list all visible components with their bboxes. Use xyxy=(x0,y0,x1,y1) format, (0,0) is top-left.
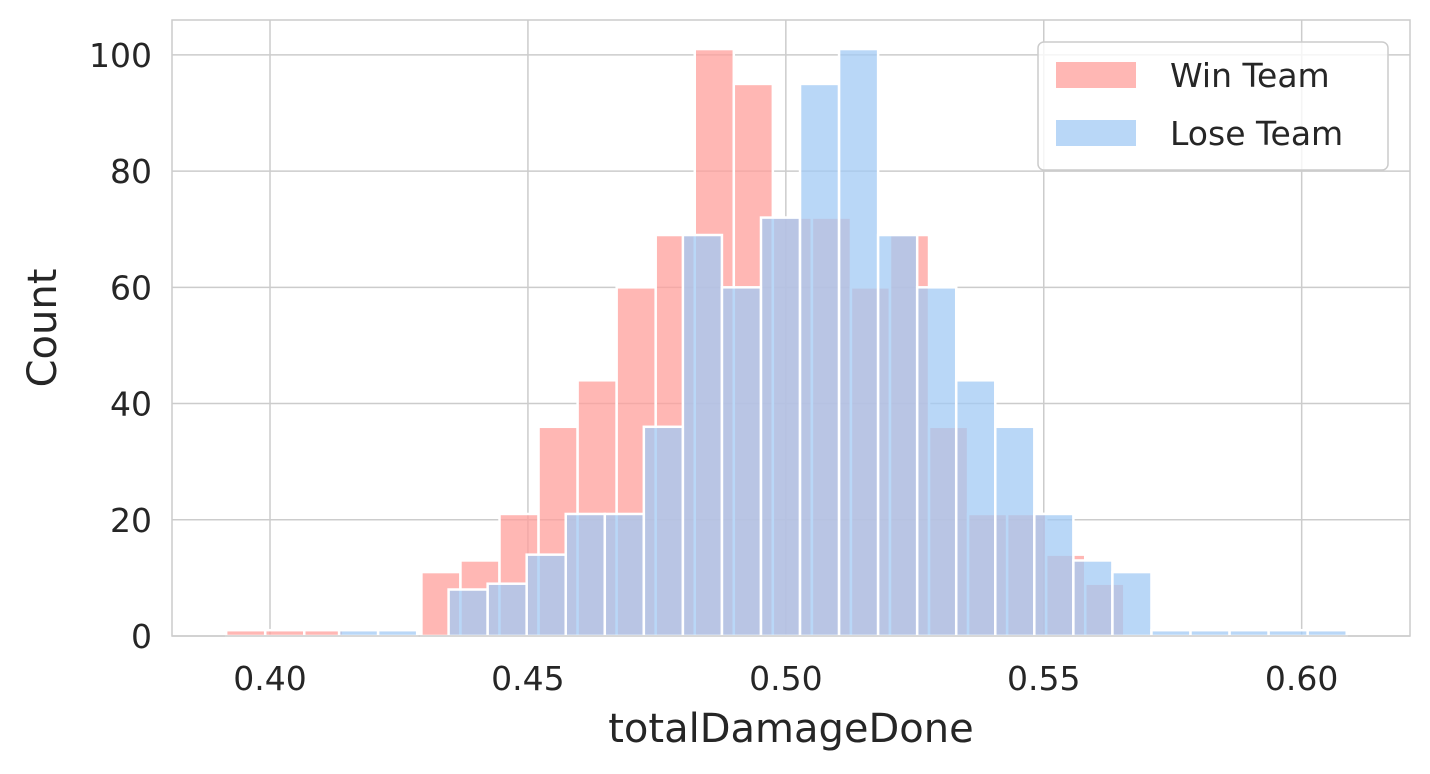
x-tick-label: 0.60 xyxy=(1265,659,1338,698)
legend-swatch-win xyxy=(1056,62,1136,88)
y-tick-label: 80 xyxy=(110,152,152,191)
lose-team-bar xyxy=(915,286,958,638)
legend: Win Team Lose Team xyxy=(1037,41,1389,171)
win-team-bar xyxy=(263,628,306,638)
lose-team-bar xyxy=(564,512,607,638)
y-tick-label: 40 xyxy=(110,385,152,424)
legend-swatch-lose xyxy=(1056,120,1136,146)
lose-team-bar xyxy=(1189,628,1231,638)
lose-team-bar xyxy=(994,425,1036,638)
x-tick-label: 0.55 xyxy=(1007,659,1080,698)
y-tick-label: 0 xyxy=(131,617,152,656)
x-axis-label: totalDamageDone xyxy=(608,706,974,752)
lose-team-bar xyxy=(837,47,880,638)
y-axis-label: Count xyxy=(20,269,66,388)
lose-team-bar xyxy=(1306,628,1348,638)
lose-team-bar xyxy=(603,512,646,638)
lose-team-bar xyxy=(486,582,528,638)
lose-team-bar xyxy=(337,628,380,638)
y-tick-label: 60 xyxy=(110,268,152,307)
lose-team-bars xyxy=(337,47,1348,638)
lose-team-bar xyxy=(954,379,997,638)
lose-team-bar xyxy=(681,233,724,638)
win-team-bar xyxy=(303,628,345,638)
y-ticks: 0 20 40 60 80 100 xyxy=(89,36,152,656)
lose-team-bar xyxy=(720,286,763,638)
lose-team-bar xyxy=(1033,512,1075,638)
lose-team-bar xyxy=(1072,559,1114,638)
x-ticks: 0.40 0.45 0.50 0.55 0.60 xyxy=(233,659,1338,698)
lose-team-bar xyxy=(1228,628,1270,638)
lose-team-bar xyxy=(876,233,919,638)
x-tick-label: 0.50 xyxy=(749,659,822,698)
y-tick-label: 20 xyxy=(110,501,152,540)
win-team-bar xyxy=(224,628,267,638)
lose-team-bar xyxy=(798,82,841,638)
lose-team-bar xyxy=(759,216,802,638)
plot-frame xyxy=(171,19,1411,637)
legend-label-win: Win Team xyxy=(1170,56,1330,95)
lose-team-bar xyxy=(1267,628,1309,638)
y-tick-label: 100 xyxy=(89,36,152,75)
lose-team-bar xyxy=(447,588,489,638)
legend-label-lose: Lose Team xyxy=(1170,114,1343,153)
x-tick-label: 0.45 xyxy=(491,659,564,698)
lose-team-bar xyxy=(642,425,685,638)
x-tick-label: 0.40 xyxy=(233,659,306,698)
lose-team-bar xyxy=(525,553,567,638)
lose-team-bar xyxy=(376,628,419,638)
lose-team-bar xyxy=(1111,570,1153,638)
lose-team-bar xyxy=(1150,628,1192,638)
